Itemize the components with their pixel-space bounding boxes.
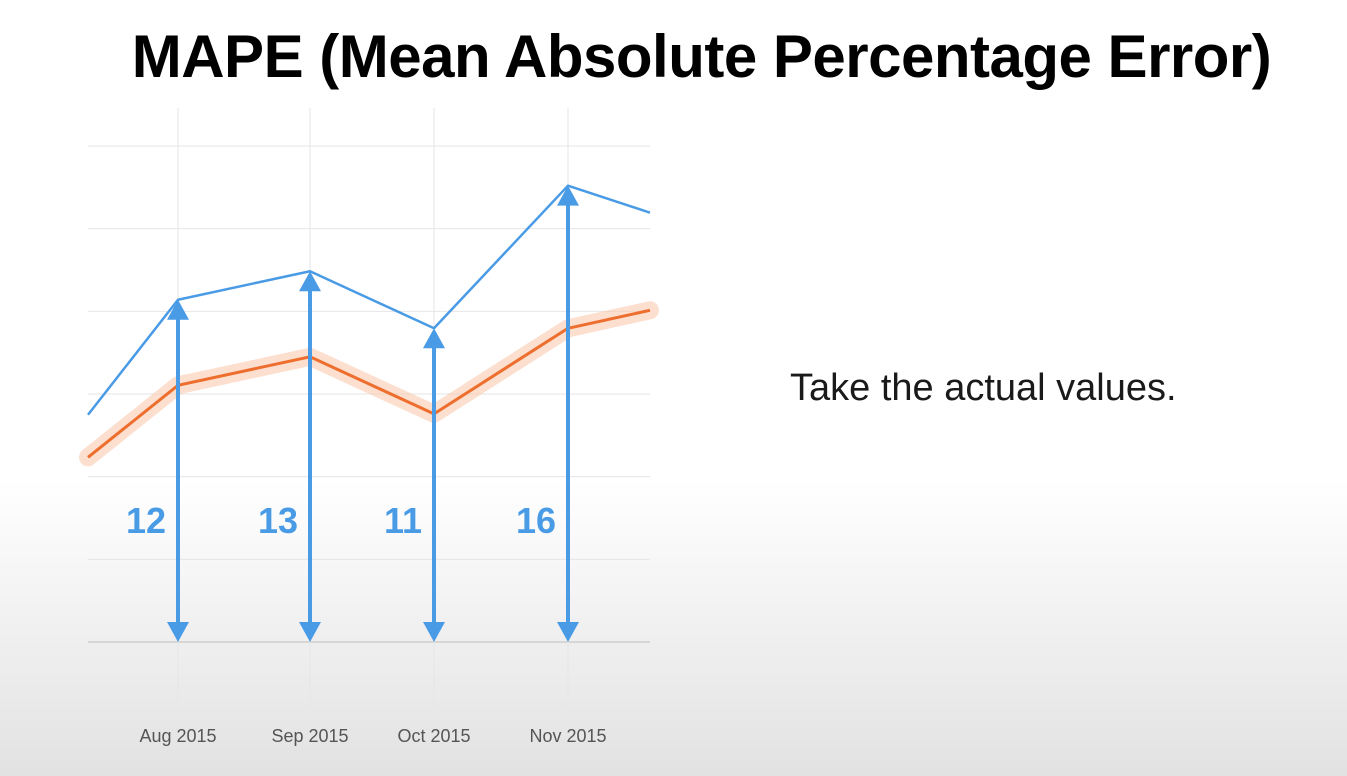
series-lines [87,184,651,459]
value-labels: 12 13 11 16 [126,500,556,541]
arrow-head-down [299,622,321,642]
x-tick-label: Oct 2015 [397,726,470,746]
x-tick-label: Sep 2015 [271,726,348,746]
value-label: 12 [126,500,166,541]
value-arrow [299,271,321,642]
arrow-head-up [167,299,189,320]
value-label: 11 [384,500,422,541]
arrow-head-down [557,622,579,642]
slide-title: MAPE (Mean Absolute Percentage Error) [131,23,1272,90]
forecast-series-line [87,308,651,459]
value-label: 16 [516,500,556,541]
value-arrow [557,185,579,642]
arrow-head-up [299,271,321,292]
arrow-head-up [423,328,445,349]
slide-caption: Take the actual values. [790,367,1177,409]
x-axis-ticks: Aug 2015 Sep 2015 Oct 2015 Nov 2015 [139,726,606,746]
arrow-head-up [557,185,579,206]
value-arrow [167,299,189,642]
x-tick-label: Nov 2015 [529,726,606,746]
arrow-head-down [423,622,445,642]
x-tick-label: Aug 2015 [139,726,216,746]
value-arrow [423,328,445,642]
actual-series-line [87,184,651,416]
value-arrows [167,185,579,642]
value-label: 13 [258,500,298,541]
arrow-head-down [167,622,189,642]
